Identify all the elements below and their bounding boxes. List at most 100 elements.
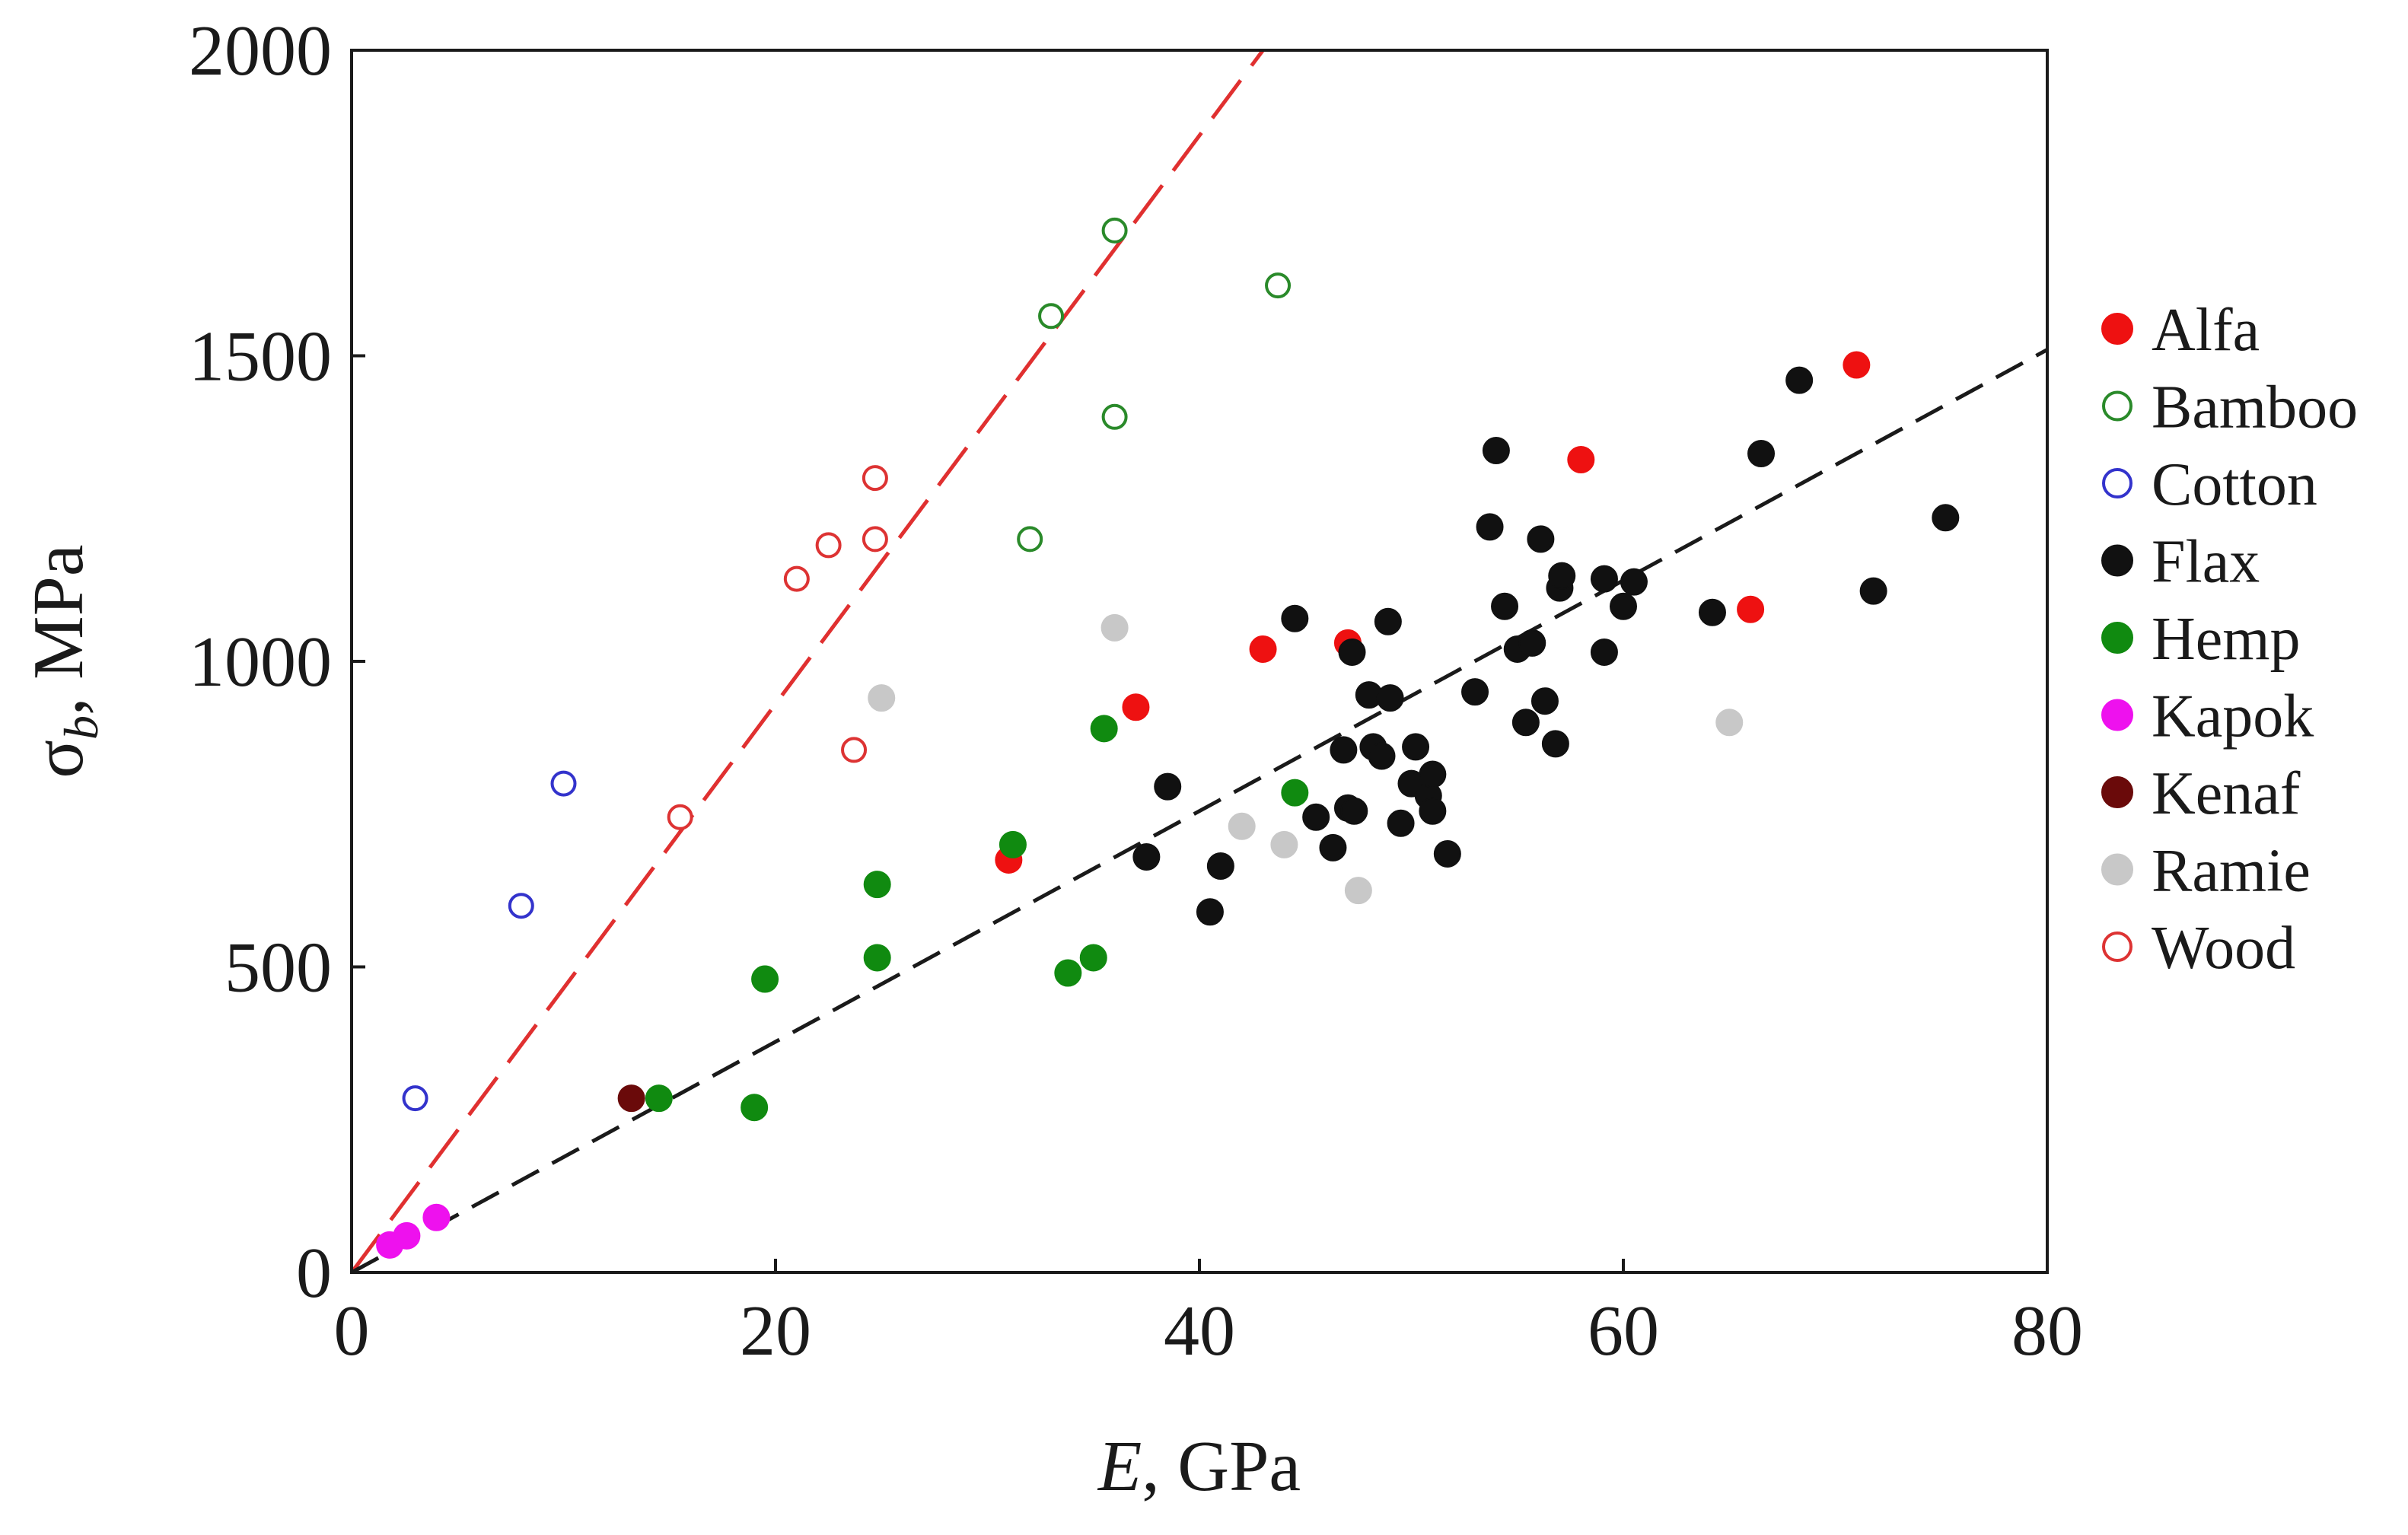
point-hemp [1281, 779, 1309, 807]
point-flax [1590, 638, 1618, 666]
point-flax [1196, 898, 1224, 926]
point-ramie [1270, 830, 1298, 858]
point-flax [1302, 803, 1330, 831]
point-flax [1402, 733, 1430, 761]
legend-label-ramie: Ramie [2152, 838, 2311, 905]
point-cotton [402, 1085, 428, 1112]
x-tick-label: 20 [740, 1291, 811, 1371]
y-axis-title: σb, MPa [19, 544, 108, 778]
point-wood [841, 737, 868, 763]
point-hemp [741, 1094, 769, 1122]
legend-label-hemp: Hemp [2152, 606, 2301, 673]
point-alfa [1249, 635, 1277, 663]
point-bamboo [1101, 217, 1128, 244]
point-flax [1620, 568, 1648, 596]
point-cotton [550, 770, 577, 797]
legend-label-bamboo: Bamboo [2152, 374, 2358, 441]
point-flax [1527, 525, 1555, 553]
point-ramie [868, 684, 896, 712]
point-flax [1476, 513, 1504, 541]
x-tick-label: 60 [1588, 1291, 1659, 1371]
legend-marker-kapok [2101, 699, 2133, 731]
point-flax [1281, 604, 1309, 632]
point-bamboo [1101, 403, 1128, 430]
point-hemp [863, 944, 891, 972]
point-flax [1590, 565, 1618, 593]
ticks: 0 20 40 60 80 0 500 1000 1500 2000 [189, 11, 2083, 1371]
trend-lines [349, 49, 2049, 1275]
point-hemp [751, 965, 779, 993]
data-points [376, 217, 1960, 1259]
legend-item-alfa: Alfa [2101, 297, 2260, 364]
point-hemp [1090, 715, 1118, 743]
axis-titles: E, GPa σb, MPa [19, 544, 1301, 1506]
y-tick-label: 1000 [189, 623, 332, 702]
legend-item-ramie: Ramie [2101, 838, 2311, 905]
legend-label-alfa: Alfa [2152, 297, 2260, 364]
legend-marker-cotton [2102, 468, 2132, 498]
y-axis-title-symbol: σ [19, 740, 98, 779]
point-hemp [1079, 944, 1107, 972]
point-flax [1132, 842, 1161, 871]
point-flax [1330, 736, 1358, 764]
legend-item-wood: Wood [2102, 915, 2295, 982]
x-tick-label: 40 [1164, 1291, 1235, 1371]
point-alfa [1737, 595, 1765, 623]
point-ramie [1715, 709, 1744, 737]
point-ramie [1344, 877, 1372, 905]
point-flax [1785, 366, 1814, 394]
point-flax [1541, 730, 1569, 758]
point-wood [815, 532, 842, 559]
y-tick-label: 2000 [189, 11, 332, 91]
point-alfa [1567, 446, 1595, 474]
point-wood [667, 804, 693, 830]
point-alfa [1122, 693, 1150, 721]
legend-label-flax: Flax [2152, 529, 2260, 596]
legend-marker-kenaf [2101, 776, 2133, 808]
point-flax [1338, 638, 1366, 666]
legend-item-bamboo: Bamboo [2102, 374, 2358, 441]
plot-frame [350, 49, 2049, 1274]
point-flax [1319, 833, 1347, 861]
legend-item-cotton: Cotton [2102, 451, 2317, 518]
legend-marker-alfa [2101, 313, 2133, 345]
point-flax [1340, 797, 1368, 825]
legend-label-cotton: Cotton [2152, 451, 2317, 518]
y-axis-title-subscript: b [54, 715, 108, 740]
point-kapok [393, 1221, 421, 1250]
point-flax [1491, 592, 1519, 620]
point-flax [1747, 439, 1776, 467]
point-bamboo [1265, 272, 1292, 299]
point-flax [1368, 742, 1396, 770]
point-flax [1376, 684, 1404, 712]
x-axis-title: E, GPa [1097, 1427, 1301, 1506]
point-ramie [1228, 812, 1256, 840]
axes [350, 49, 2049, 1274]
point-bamboo [1038, 303, 1065, 330]
x-axis-title-variable: E [1097, 1427, 1142, 1506]
legend-label-kenaf: Kenaf [2152, 760, 2301, 827]
y-axis-title-unit: , MPa [19, 544, 98, 715]
point-flax [1461, 678, 1489, 706]
point-flax [1511, 709, 1540, 737]
point-flax [1610, 592, 1637, 620]
point-kapok [422, 1203, 451, 1231]
point-flax [1154, 772, 1182, 801]
upper-trend-line [349, 49, 1265, 1274]
legend-item-kapok: Kapok [2101, 683, 2314, 750]
point-wood [862, 465, 888, 492]
lower-trend-line [350, 348, 2049, 1275]
point-hemp [1054, 959, 1082, 987]
y-tick-label: 1500 [189, 317, 332, 396]
x-axis-title-unit: , GPa [1142, 1427, 1301, 1506]
legend-marker-hemp [2101, 622, 2133, 654]
point-flax [1932, 504, 1960, 532]
point-flax [1530, 687, 1559, 715]
point-flax [1698, 598, 1726, 626]
point-flax [1433, 839, 1461, 868]
point-flax [1206, 852, 1234, 881]
point-flax [1387, 809, 1415, 837]
legend-item-hemp: Hemp [2101, 606, 2301, 673]
